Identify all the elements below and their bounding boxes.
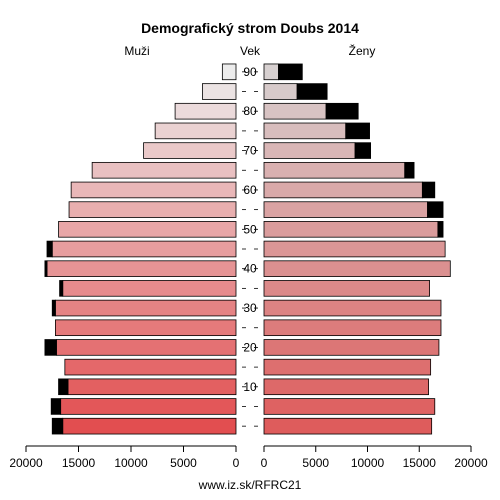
female-excess-70-74: [354, 142, 372, 159]
right-axis-tick-label: 15000: [403, 456, 437, 470]
male-bar-30-34: [55, 299, 237, 317]
male-excess-5-9: [50, 398, 62, 415]
male-bar-85-89: [201, 83, 237, 100]
female-bar-30-34: [263, 299, 442, 317]
female-bar-65-69: [263, 161, 406, 179]
source-credit: www.iz.sk/RFRC21: [198, 478, 302, 492]
age-tick-label-10: 10: [243, 380, 257, 394]
female-bar-10-14: [263, 378, 429, 396]
female-bar-40-44: [263, 260, 451, 277]
male-bar-65-69: [91, 161, 237, 179]
right-axis-tick-label: 5000: [302, 456, 329, 470]
female-excess-85-89: [296, 83, 328, 100]
female-bar-5-9: [263, 398, 436, 415]
female-bar-25-29: [263, 319, 442, 337]
left-axis-tick-label: 15000: [62, 456, 96, 470]
male-bar-0-4: [62, 417, 237, 435]
male-bar-75-79: [154, 122, 237, 140]
age-tick-label-40: 40: [243, 262, 257, 276]
male-excess-20-24: [44, 339, 57, 356]
right-series-label: Ženy: [349, 43, 376, 58]
male-excess-35-39: [59, 280, 64, 297]
female-excess-75-79: [345, 122, 370, 140]
female-excess-65-69: [404, 161, 415, 179]
female-bar-45-49: [263, 240, 446, 258]
female-bar-50-54: [263, 221, 439, 238]
male-bar-80-84: [174, 102, 237, 120]
right-axis-tick-label: 0: [261, 456, 268, 470]
female-bar-35-39: [263, 280, 431, 297]
age-tick-label-50: 50: [243, 222, 257, 236]
male-bar-45-49: [51, 240, 237, 258]
male-bar-60-64: [70, 181, 237, 199]
female-bar-60-64: [263, 181, 423, 199]
female-excess-60-64: [421, 181, 436, 199]
male-bar-10-14: [67, 378, 237, 396]
male-bar-15-19: [64, 358, 237, 376]
male-bar-70-74: [143, 142, 237, 159]
age-tick-label-30: 30: [243, 301, 257, 315]
male-bar-25-29: [55, 319, 237, 337]
male-bar-20-24: [56, 339, 237, 356]
female-bar-90+: [263, 63, 279, 81]
left-series-label: Muži: [124, 44, 149, 58]
chart-title: Demografický strom Doubs 2014: [141, 20, 359, 36]
right-axis-tick-label: 20000: [454, 456, 488, 470]
plot-area: 10 20 30 40 50 60 70 80 90 20000 15000 10000 5000 0 0 5…: [9, 63, 488, 470]
female-bar-20-24: [263, 339, 440, 356]
male-bar-35-39: [62, 280, 237, 297]
age-tick-label-70: 70: [243, 144, 257, 158]
right-axis-tick-label: 10000: [351, 456, 385, 470]
female-excess-90+: [278, 63, 303, 81]
male-bar-90+: [221, 63, 237, 81]
left-axis-tick-label: 5000: [170, 456, 197, 470]
left-axis-tick-label: 10000: [114, 456, 148, 470]
center-axis-label: Vek: [240, 44, 261, 58]
left-axis-tick-label: 20000: [9, 456, 43, 470]
male-bar-40-44: [46, 260, 237, 277]
male-bar-55-59: [68, 201, 237, 218]
left-axis-tick-label: 0: [233, 456, 240, 470]
female-bar-0-4: [263, 417, 433, 435]
age-tick-label-80: 80: [243, 104, 257, 118]
female-excess-50-54: [437, 221, 444, 238]
male-excess-40-44: [44, 260, 48, 277]
male-bar-50-54: [58, 221, 237, 238]
female-bar-70-74: [263, 142, 356, 159]
age-tick-label-20: 20: [243, 340, 257, 354]
male-excess-10-14: [58, 378, 69, 396]
female-bar-85-89: [263, 83, 298, 100]
male-excess-0-4: [51, 417, 64, 435]
female-bar-75-79: [263, 122, 347, 140]
age-tick-label-60: 60: [243, 183, 257, 197]
female-excess-80-84: [325, 102, 359, 120]
female-excess-55-59: [427, 201, 444, 218]
male-excess-30-34: [51, 299, 56, 317]
age-tick-label-90: 90: [243, 65, 257, 79]
male-bar-5-9: [60, 398, 237, 415]
female-bar-80-84: [263, 102, 327, 120]
female-bar-55-59: [263, 201, 428, 218]
male-excess-45-49: [46, 240, 53, 258]
female-bar-15-19: [263, 358, 432, 376]
